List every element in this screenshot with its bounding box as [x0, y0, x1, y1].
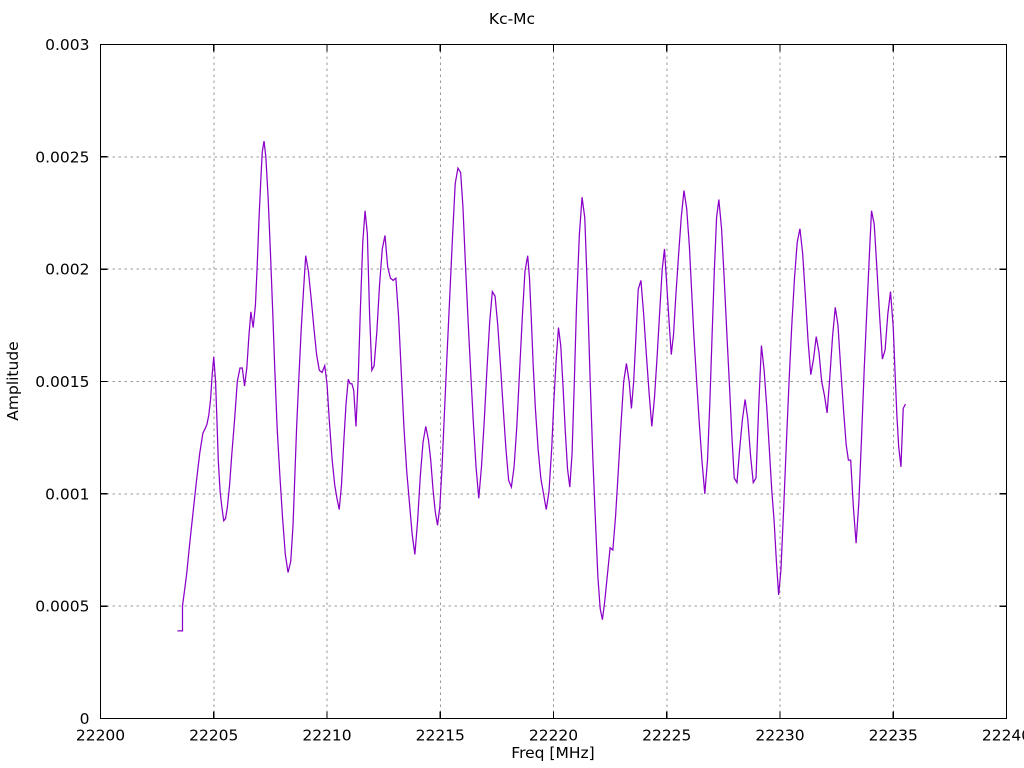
y-axis-label: Amplitude: [4, 341, 22, 420]
data-trace-line-0: [177, 141, 907, 632]
x-tick-label: 22235: [869, 727, 918, 745]
axis-tick-labels: 0 0.0005 0.001 0.0015 0.002 0.0025 0.003 22200 2…: [35, 36, 1024, 745]
plot-border: [99, 43, 1008, 720]
y-tick-label: 0.0005: [35, 598, 89, 616]
x-tick-label: 22240: [982, 727, 1024, 745]
y-tick-label: 0.003: [45, 36, 89, 54]
data-trace-group: [177, 141, 907, 632]
x-tick-label: 22230: [755, 727, 804, 745]
gridlines: [100, 44, 1007, 719]
y-tick-label: 0: [80, 710, 90, 728]
x-tick-label: 22210: [302, 727, 351, 745]
y-tick-label: 0.002: [45, 261, 89, 279]
y-tick-label: 0.0025: [35, 148, 89, 166]
x-tick-label: 22205: [189, 727, 238, 745]
x-tick-label: 22225: [642, 727, 691, 745]
x-tick-label: 22220: [529, 727, 578, 745]
x-axis-label: Freq [MHz]: [511, 744, 594, 762]
x-tick-label: 22215: [416, 727, 465, 745]
x-tick-label: 22200: [76, 727, 125, 745]
y-tick-label: 0.0015: [35, 373, 89, 391]
page-title: Kc-Mc: [489, 10, 535, 28]
plot-frame: [99, 43, 1008, 720]
y-tick-label: 0.001: [45, 485, 89, 503]
